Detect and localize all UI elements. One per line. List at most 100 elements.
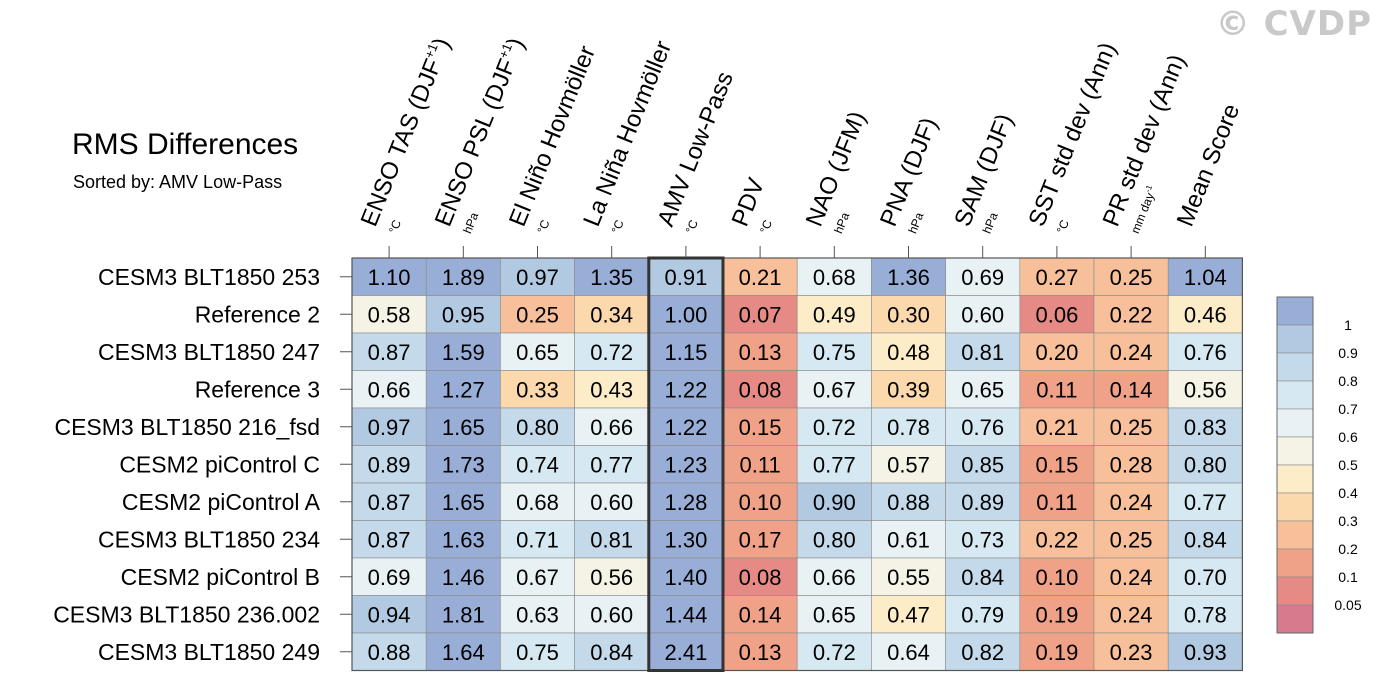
cell-value-label: 0.39	[887, 377, 930, 402]
cell-value-label: 0.89	[961, 490, 1004, 515]
heatmap-cell	[648, 445, 724, 484]
heatmap-cell	[1019, 520, 1095, 559]
heatmap-cell	[425, 257, 501, 296]
heatmap-cell	[722, 482, 798, 521]
row-label: CESM3 BLT1850 236.002	[53, 601, 320, 627]
cell-value-label: 0.06	[1035, 302, 1078, 327]
cell-value-label: 1.04	[1184, 265, 1227, 290]
cell-value-label: 0.20	[1035, 340, 1078, 365]
heatmap-cell	[871, 520, 946, 559]
cell-value-label: 0.66	[813, 565, 856, 590]
cell-value-label: 0.78	[1184, 602, 1227, 627]
colorbar-tick-label: 0.05	[1334, 597, 1361, 613]
cell-value-label: 0.81	[590, 527, 633, 552]
cell-value-label: 0.60	[590, 490, 633, 515]
colorbar-tick-label: 0.1	[1338, 569, 1358, 585]
heatmap-cell	[796, 445, 872, 484]
cell-value-label: 0.10	[739, 490, 782, 515]
cell-value-label: 1.40	[664, 565, 707, 590]
heatmap-cell	[796, 595, 872, 634]
cell-value-label: 0.55	[887, 565, 930, 590]
cell-value-label: 0.49	[813, 302, 856, 327]
cell-value-label: 0.69	[368, 565, 411, 590]
cell-value-label: 0.27	[1035, 265, 1078, 290]
cell-value-label: 1.23	[664, 452, 707, 477]
heatmap-cell	[871, 632, 946, 671]
cell-value-label: 0.76	[1184, 340, 1227, 365]
heatmap-cell	[648, 295, 724, 334]
cell-value-label: 0.75	[813, 340, 856, 365]
heatmap-cell	[796, 332, 872, 371]
heatmap-cell	[1093, 407, 1169, 446]
heatmap-cell	[1093, 595, 1169, 634]
heatmap-cell	[1093, 557, 1169, 596]
colorbar-swatch	[1276, 352, 1314, 382]
cell-value-label: 0.46	[1184, 302, 1227, 327]
colorbar-tick-label: 0.7	[1338, 401, 1358, 417]
cell-value-label: 0.24	[1110, 340, 1153, 365]
chart-title: RMS Differences	[72, 128, 299, 161]
cell-value-label: 1.27	[442, 377, 485, 402]
heatmap-cell	[425, 557, 501, 596]
cell-value-label: 0.69	[961, 265, 1004, 290]
cell-value-label: 0.19	[1035, 640, 1078, 665]
cell-value-label: 0.24	[1110, 602, 1153, 627]
column-label: SAM (DJF)	[949, 110, 1018, 230]
heatmap-cell	[1019, 332, 1095, 371]
colorbar-swatch	[1276, 380, 1314, 410]
heatmap-cell	[1093, 370, 1169, 409]
colorbar-swatch	[1276, 492, 1314, 522]
heatmap-cell	[722, 557, 798, 596]
cell-value-label: 0.21	[739, 265, 782, 290]
cell-value-label: 0.84	[590, 640, 633, 665]
cell-value-label: 0.79	[961, 602, 1004, 627]
heatmap-cell	[1167, 332, 1243, 371]
row-label: CESM3 BLT1850 216_fsd	[54, 414, 320, 440]
cell-value-label: 0.97	[516, 265, 559, 290]
cell-value-label: 1.00	[664, 302, 707, 327]
colorbar-swatch	[1276, 576, 1314, 606]
cell-value-label: 0.87	[368, 527, 411, 552]
heatmap-cell	[425, 482, 501, 521]
heatmap-cell	[1093, 632, 1169, 671]
colorbar-tick-label: 0.8	[1338, 373, 1358, 389]
cell-value-label: 0.21	[1035, 415, 1078, 440]
heatmap-cell	[500, 295, 575, 334]
column-header: Mean Score	[1172, 100, 1246, 230]
heatmap-cell	[722, 595, 798, 634]
cell-value-label: 0.25	[1110, 415, 1153, 440]
heatmap-cell	[500, 482, 575, 521]
cell-value-label: 1.63	[442, 527, 485, 552]
heatmap-cell	[1019, 370, 1095, 409]
cell-value-label: 1.89	[442, 265, 485, 290]
cell-value-label: 0.89	[368, 452, 411, 477]
colorbar-swatch	[1276, 324, 1314, 354]
cell-value-label: 0.57	[887, 452, 930, 477]
column-unit: °C	[757, 217, 775, 235]
heatmap-cell	[796, 632, 872, 671]
cell-value-label: 0.48	[887, 340, 930, 365]
cell-value-label: 0.66	[590, 415, 633, 440]
cell-value-label: 0.87	[368, 340, 411, 365]
row-label: CESM3 BLT1850 247	[98, 339, 320, 365]
heatmap-cell	[648, 595, 724, 634]
heatmap-cell	[425, 632, 501, 671]
heatmap-cell	[648, 370, 724, 409]
heatmap-cell	[574, 520, 650, 559]
heatmap-cell	[500, 370, 575, 409]
cell-value-label: 0.68	[813, 265, 856, 290]
cell-value-label: 1.22	[664, 415, 707, 440]
heatmap-cell	[1167, 557, 1243, 596]
heatmap-cell	[648, 482, 724, 521]
cell-value-label: 0.88	[887, 490, 930, 515]
cell-value-label: 0.58	[368, 302, 411, 327]
heatmap-cell	[796, 295, 872, 334]
column-label: NAO (JFM)	[801, 108, 871, 231]
cell-value-label: 0.73	[961, 527, 1004, 552]
heatmap-cell	[722, 295, 798, 334]
cell-value-label: 0.84	[1184, 527, 1227, 552]
heatmap-cell	[574, 595, 650, 634]
heatmap-cell	[796, 370, 872, 409]
heatmap-cell	[1167, 407, 1243, 446]
